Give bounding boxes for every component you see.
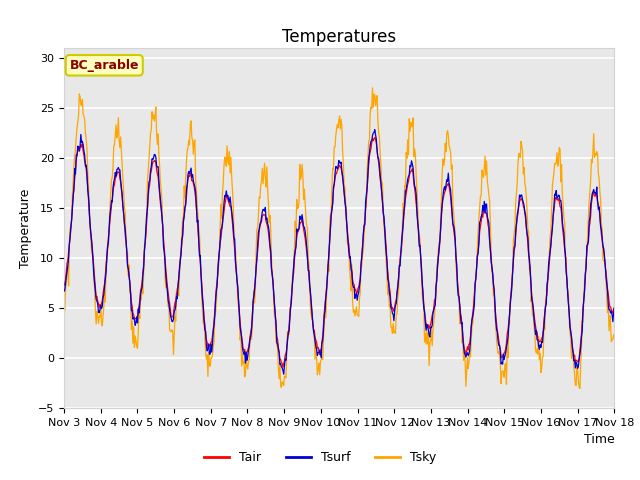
Legend: Tair, Tsurf, Tsky: Tair, Tsurf, Tsky [198, 446, 442, 469]
Text: BC_arable: BC_arable [70, 59, 139, 72]
Title: Temperatures: Temperatures [282, 28, 396, 47]
Y-axis label: Temperature: Temperature [19, 188, 33, 268]
X-axis label: Time: Time [584, 433, 614, 446]
